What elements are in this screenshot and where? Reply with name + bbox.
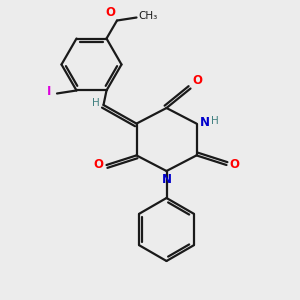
Text: O: O <box>230 158 239 172</box>
Text: H: H <box>92 98 100 108</box>
Text: I: I <box>46 85 51 98</box>
Text: O: O <box>106 6 116 19</box>
Text: O: O <box>192 74 202 87</box>
Text: N: N <box>161 173 172 186</box>
Text: H: H <box>211 116 219 126</box>
Text: O: O <box>94 158 103 172</box>
Text: CH₃: CH₃ <box>138 11 157 21</box>
Text: N: N <box>200 116 209 129</box>
